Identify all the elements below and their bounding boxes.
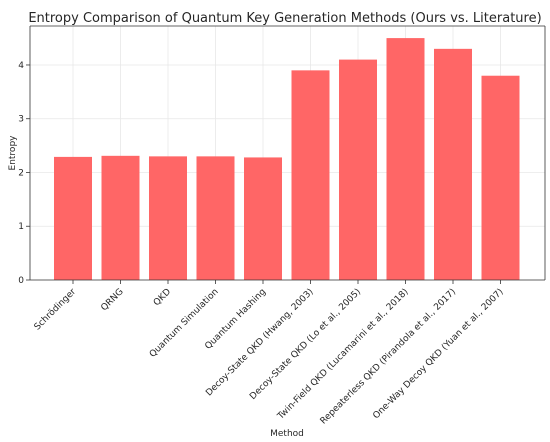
y-tick-label: 4	[18, 61, 24, 71]
y-tick-label: 1	[18, 222, 24, 232]
bar	[196, 156, 235, 280]
bar	[339, 59, 377, 280]
x-tick-label: Schrödinger	[33, 287, 79, 333]
bars	[54, 38, 520, 281]
x-tick-label: QKD	[152, 287, 173, 308]
bar	[481, 75, 520, 280]
bar	[291, 70, 330, 280]
x-tick-label: QRNG	[99, 287, 125, 313]
chart-title: Entropy Comparison of Quantum Key Genera…	[28, 11, 541, 26]
bar	[149, 156, 187, 280]
y-tick-label: 3	[18, 115, 24, 125]
y-axis-label: Entropy	[8, 135, 18, 171]
bar	[386, 38, 425, 280]
bar	[54, 156, 92, 280]
bar	[244, 157, 282, 280]
x-axis-label: Method	[270, 429, 304, 439]
bar	[434, 48, 472, 281]
y-tick-label: 2	[18, 168, 24, 178]
y-tick-label: 0	[18, 276, 24, 286]
x-tick-label: Decoy-State QKD (Hwang, 2003)	[204, 287, 315, 398]
bar	[101, 155, 140, 280]
